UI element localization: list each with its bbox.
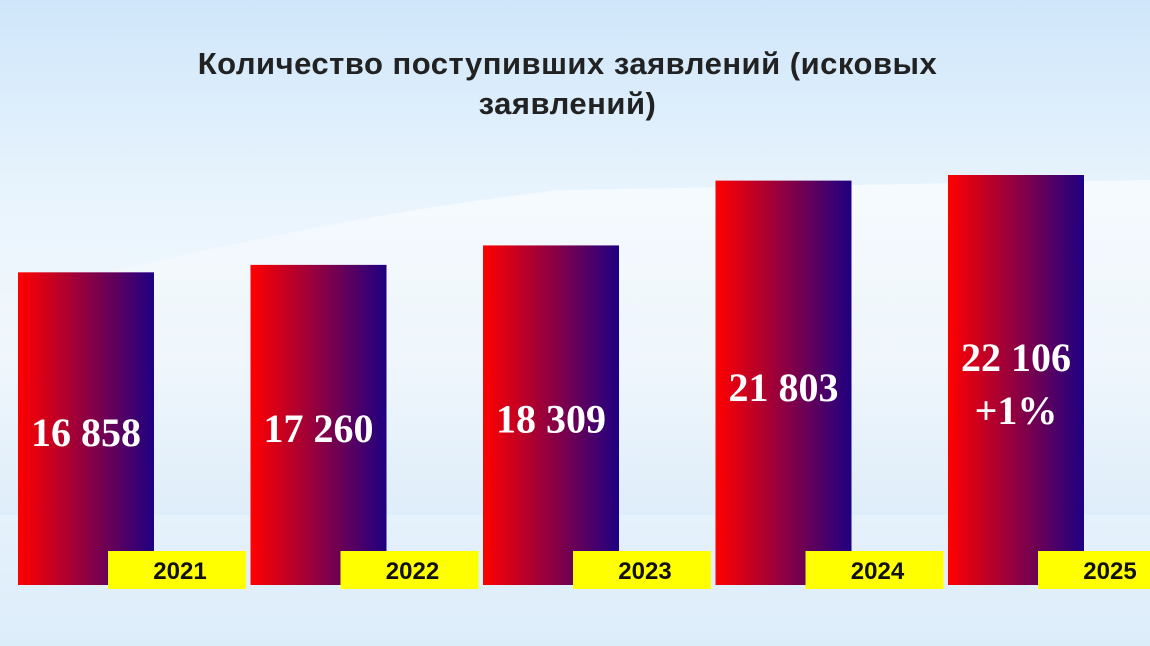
year-box — [108, 551, 246, 589]
x-tick-label: 2025 — [1083, 558, 1136, 585]
bar — [715, 180, 852, 585]
bar — [250, 264, 387, 585]
value-label: 22 106 — [961, 335, 1071, 380]
x-tick-label: 2022 — [386, 558, 439, 585]
bar — [18, 272, 154, 585]
annotation: +1% — [975, 388, 1058, 433]
value-label: 17 260 — [264, 406, 374, 451]
bar — [948, 175, 1084, 585]
value-label: 18 309 — [496, 397, 606, 442]
value-label: 16 858 — [31, 410, 141, 455]
year-box — [573, 551, 711, 589]
year-box — [340, 551, 479, 589]
value-label: 21 803 — [729, 365, 839, 410]
x-tick-label: 2023 — [618, 558, 671, 585]
x-tick-label: 2024 — [851, 558, 905, 585]
year-box — [1038, 551, 1150, 589]
bar — [483, 245, 619, 585]
x-tick-label: 2021 — [153, 558, 206, 585]
chart-title: Количество поступивших заявлений (исковы… — [197, 46, 938, 121]
year-box — [805, 551, 944, 589]
